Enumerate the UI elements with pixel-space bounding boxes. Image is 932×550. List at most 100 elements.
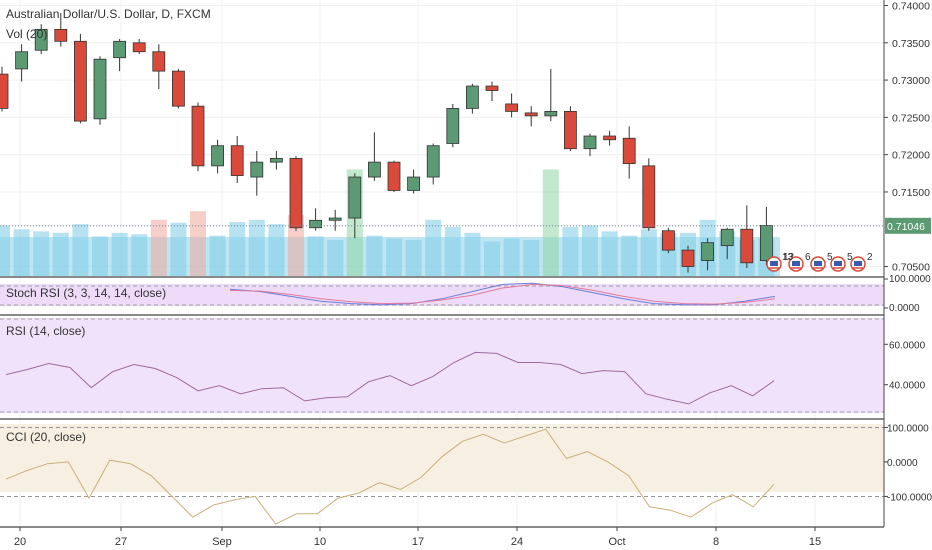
candle-body xyxy=(642,165,656,229)
volume-bar xyxy=(327,240,344,276)
candle-body xyxy=(328,217,342,221)
volume-bar xyxy=(582,225,598,276)
volume-bar xyxy=(52,232,69,276)
candle-body xyxy=(465,85,479,109)
volume-bar xyxy=(425,219,442,276)
current-price-label: 0.71046 xyxy=(887,221,925,233)
volume-bar xyxy=(150,219,167,276)
time-tick-label: 24 xyxy=(511,536,523,548)
volume-bar xyxy=(248,219,265,276)
event-marker-count: 5 xyxy=(827,252,833,263)
candle-body xyxy=(564,111,577,150)
volume-bar xyxy=(131,234,148,276)
rsi-tick-label: 60.0000 xyxy=(889,340,926,351)
candle-body xyxy=(15,51,29,70)
time-tick-label: 17 xyxy=(412,536,424,548)
volume-bar xyxy=(170,222,187,276)
candle-body xyxy=(191,105,205,167)
volume-bar xyxy=(307,236,324,276)
volume-bar xyxy=(366,235,383,276)
candle-body xyxy=(387,161,401,191)
volume-bar xyxy=(484,241,500,276)
price-tick-label: 0.74000 xyxy=(892,0,930,12)
event-flag-icon xyxy=(770,261,778,266)
candle-body xyxy=(524,112,538,117)
time-tick-label: 20 xyxy=(14,536,26,548)
candle-body xyxy=(485,85,499,91)
volume-bar xyxy=(268,224,285,276)
stoch-rsi-legend: Stoch RSI (3, 3, 14, 14, close) xyxy=(6,286,167,300)
event-marker-count: 13 xyxy=(783,252,795,263)
volume-bar xyxy=(209,235,226,276)
candle-body xyxy=(54,28,68,42)
candle-body xyxy=(132,42,146,53)
candle-body xyxy=(544,111,558,117)
cci-tick-label: 100.0000 xyxy=(887,423,929,434)
candle-body xyxy=(348,176,362,219)
candle-body xyxy=(113,40,126,59)
candle-body xyxy=(269,157,283,163)
volume-bar xyxy=(464,232,481,276)
candle-body xyxy=(446,108,460,144)
volume-bar xyxy=(190,211,206,276)
stoch-rsi-line xyxy=(229,283,776,305)
candle-body xyxy=(367,161,381,178)
volume-bar xyxy=(229,222,246,276)
current-price-badge xyxy=(885,217,931,234)
volume-bar xyxy=(405,240,422,276)
price-tick-label: 0.73000 xyxy=(892,75,930,87)
candle-body xyxy=(230,145,244,176)
price-axis-panel xyxy=(884,0,932,550)
event-marker-count: 13 xyxy=(782,252,794,263)
candle-body xyxy=(622,137,636,165)
stoch-rsi-line xyxy=(229,282,776,306)
cci-legend: CCI (20, close) xyxy=(6,430,87,444)
candle-body xyxy=(603,135,616,141)
cci-line xyxy=(5,428,775,525)
candle-body xyxy=(681,249,695,267)
price-tick-label: 0.72000 xyxy=(892,150,930,162)
time-tick-label: Oct xyxy=(608,536,625,548)
stoch-tick-label: 0.0000 xyxy=(889,303,920,314)
rsi-tick-label: 40.0000 xyxy=(889,381,926,392)
rsi-legend: RSI (14, close) xyxy=(6,324,86,338)
price-tick-label: 0.72500 xyxy=(892,112,930,124)
volume-bar xyxy=(92,236,108,276)
chart-title: Australian Dollar/U.S. Dollar, D, FXCM xyxy=(6,7,211,21)
event-marker-count: 5 xyxy=(847,252,853,263)
volume-bar xyxy=(523,240,540,276)
volume-bar xyxy=(503,238,520,276)
candle-body xyxy=(309,219,323,229)
candle-body xyxy=(407,176,421,191)
volume-bar xyxy=(444,227,461,276)
cci-tick-label: 0.0000 xyxy=(887,458,918,469)
price-tick-label: 0.73500 xyxy=(892,38,930,50)
event-flag-icon xyxy=(814,261,822,266)
event-flag-icon xyxy=(854,261,862,266)
volume-bar xyxy=(72,224,89,276)
candle-body xyxy=(0,73,9,109)
time-tick-label: 27 xyxy=(115,536,127,548)
candle-body xyxy=(583,135,597,150)
candle-body xyxy=(760,225,773,261)
time-tick-label: 8 xyxy=(713,536,719,548)
time-tick-label: 15 xyxy=(809,536,821,548)
event-flag-icon xyxy=(834,261,842,266)
candle-body xyxy=(662,230,675,251)
volume-legend: Vol (20) xyxy=(6,27,48,41)
volume-bar xyxy=(111,232,128,276)
candle-body xyxy=(426,145,440,178)
event-flag-icon xyxy=(792,261,800,266)
cci-tick-label: -100.0000 xyxy=(887,492,932,503)
price-tick-label: 0.70500 xyxy=(892,262,930,274)
volume-bar xyxy=(13,229,30,276)
candle-body xyxy=(505,103,519,112)
candle-body xyxy=(34,28,48,51)
candle-body xyxy=(211,145,225,167)
volume-bar xyxy=(640,229,657,276)
volume-bar xyxy=(288,214,304,276)
time-tick-label: 10 xyxy=(314,536,326,548)
volume-bar xyxy=(601,231,618,276)
candle-body xyxy=(152,51,166,72)
